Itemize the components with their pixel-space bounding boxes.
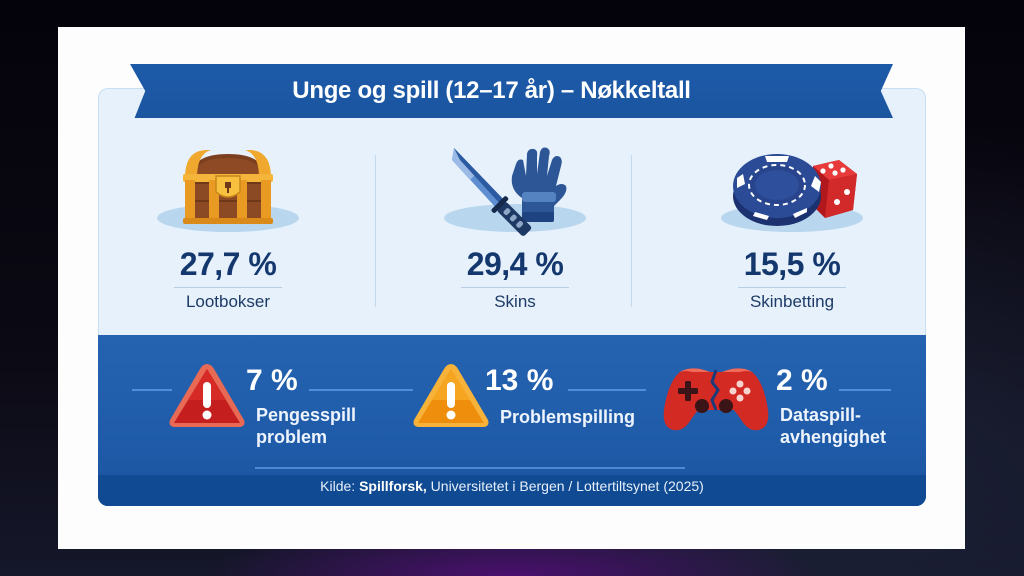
source-org: Spillforsk, xyxy=(359,478,427,494)
decor-line xyxy=(839,389,891,391)
source-citation: Kilde: Spillforsk, Universitetet i Berge… xyxy=(98,478,926,494)
column-divider xyxy=(375,155,376,307)
orange-warning-icon xyxy=(413,364,489,427)
page-title: Unge og spill (12–17 år) – Nøkkeltall xyxy=(292,77,691,104)
decor-line xyxy=(568,389,646,391)
source-divider xyxy=(255,467,685,469)
poker-chip-and-dice-icon xyxy=(733,154,857,226)
risk-label: Problemspilling xyxy=(500,407,636,427)
source-prefix: Kilde: xyxy=(320,478,360,494)
red-warning-icon xyxy=(169,364,245,427)
risk-label: avhengighet xyxy=(780,427,887,447)
stat-label: Lootbokser xyxy=(185,292,271,311)
knife-and-glove-icon xyxy=(452,147,567,236)
stat-skins: 29,4 % Skins xyxy=(385,140,645,330)
risk-label: Pengesspill xyxy=(256,405,357,425)
broken-gamepad-icon xyxy=(663,368,769,431)
stat-skinbetting: 15,5 % Skinbetting xyxy=(662,140,922,330)
title-banner: Unge og spill (12–17 år) – Nøkkeltall xyxy=(130,64,893,118)
stat-lootbokser: 27,7 % Lootbokser xyxy=(98,140,358,330)
stat-label: Skinbetting xyxy=(749,292,835,311)
top-stats: 27,7 % Lootbokser 29,4 % xyxy=(98,140,926,330)
risk-value: 13 % xyxy=(485,364,554,397)
stat-label: Skins xyxy=(494,292,536,311)
source-rest: Universitetet i Bergen / Lottertiltsynet… xyxy=(426,478,704,494)
risk-value: 2 % xyxy=(776,364,828,397)
risk-label: Dataspill- xyxy=(780,405,862,425)
stat-value: 29,4 % xyxy=(460,246,570,288)
treasure-chest-icon xyxy=(183,150,273,224)
decor-line xyxy=(309,389,413,391)
column-divider xyxy=(631,155,632,307)
decor-line xyxy=(132,389,172,391)
stat-value: 27,7 % xyxy=(173,246,283,288)
source-bar xyxy=(98,475,926,506)
risk-label: problem xyxy=(256,427,328,447)
stat-value: 15,5 % xyxy=(737,246,847,288)
risk-value: 7 % xyxy=(246,364,298,397)
